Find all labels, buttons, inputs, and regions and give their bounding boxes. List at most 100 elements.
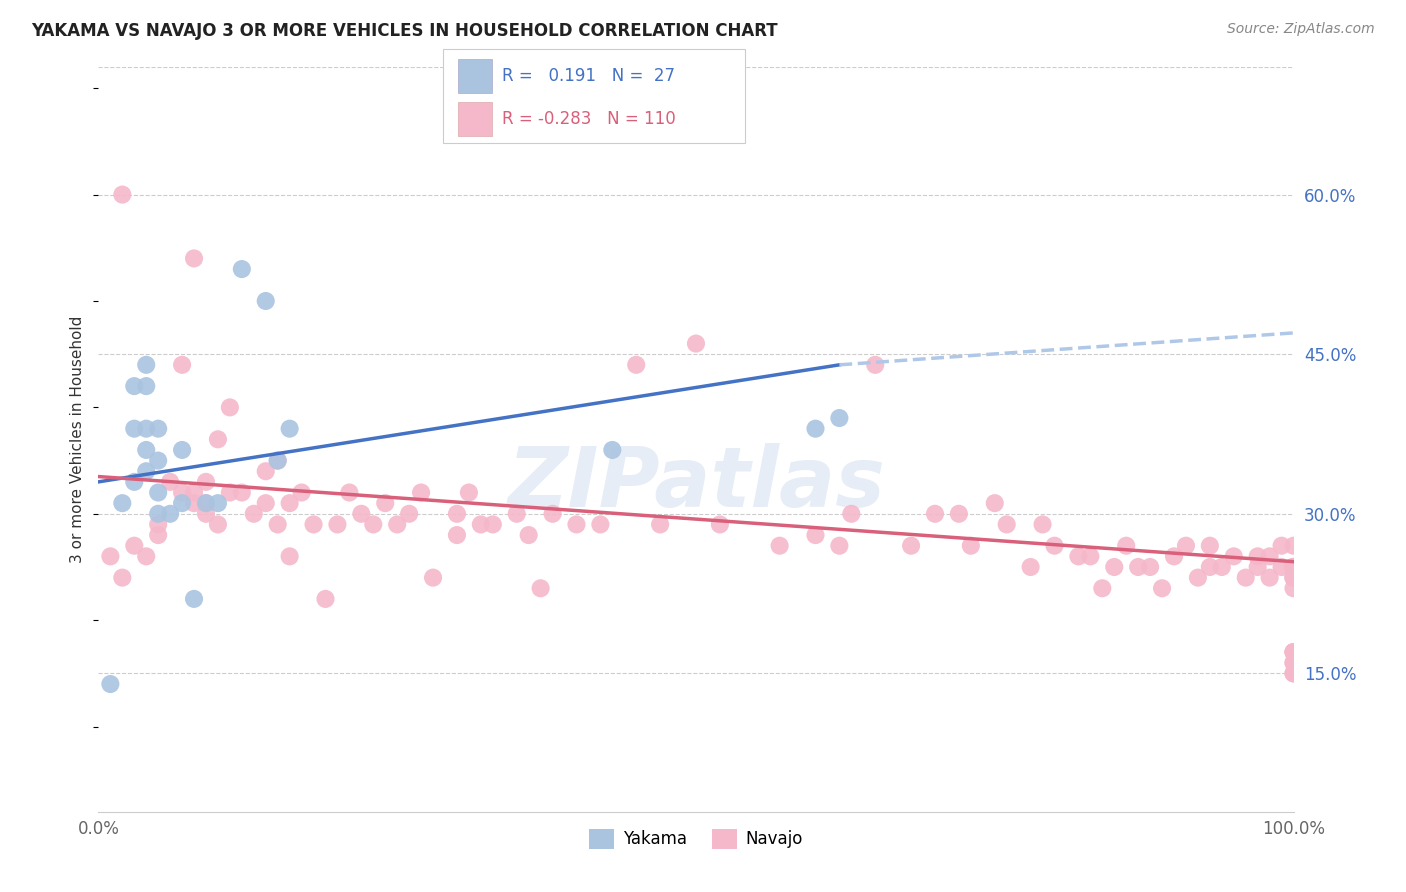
Point	[1282, 560, 1305, 574]
Point	[865, 358, 887, 372]
Point	[183, 496, 205, 510]
Point	[841, 507, 863, 521]
Point	[326, 517, 349, 532]
Point	[172, 442, 194, 457]
Point	[1282, 560, 1305, 574]
Point	[267, 517, 290, 532]
Point	[135, 549, 157, 564]
Point	[1199, 560, 1222, 574]
Point	[1247, 549, 1270, 564]
Point	[828, 539, 851, 553]
Point	[446, 507, 468, 521]
Point	[411, 485, 433, 500]
Point	[1258, 549, 1281, 564]
Point	[124, 475, 146, 489]
Point	[1152, 582, 1174, 596]
Point	[530, 582, 553, 596]
Point	[1247, 560, 1270, 574]
Point	[1139, 560, 1161, 574]
Point	[207, 517, 229, 532]
Point	[183, 591, 205, 606]
Point	[541, 507, 564, 521]
Point	[1223, 549, 1246, 564]
Point	[1282, 571, 1305, 585]
Point	[350, 507, 373, 521]
Point	[302, 517, 325, 532]
Point	[1271, 560, 1294, 574]
Point	[1282, 560, 1305, 574]
Point	[159, 475, 181, 489]
Point	[207, 496, 229, 510]
Point	[984, 496, 1007, 510]
Point	[517, 528, 540, 542]
Point	[506, 507, 529, 521]
Point	[1032, 517, 1054, 532]
Point	[231, 485, 253, 500]
Point	[589, 517, 612, 532]
Point	[254, 464, 277, 478]
Point	[1104, 560, 1126, 574]
Point	[1080, 549, 1102, 564]
Point	[267, 453, 290, 467]
Point	[195, 496, 218, 510]
Point	[124, 379, 146, 393]
Point	[626, 358, 648, 372]
Point	[1128, 560, 1150, 574]
Point	[1211, 560, 1233, 574]
Point	[111, 187, 134, 202]
Point	[709, 517, 731, 532]
Point	[374, 496, 396, 510]
Point	[111, 496, 134, 510]
Point	[804, 528, 827, 542]
Point	[1187, 571, 1209, 585]
Point	[960, 539, 983, 553]
Point	[900, 539, 922, 553]
Point	[278, 422, 301, 436]
Point	[1282, 560, 1305, 574]
Point	[98, 677, 122, 691]
Point	[172, 358, 194, 372]
Point	[315, 591, 337, 606]
Point	[172, 485, 194, 500]
Point	[1282, 560, 1305, 574]
Point	[363, 517, 385, 532]
Point	[385, 517, 409, 532]
Point	[470, 517, 492, 532]
Point	[207, 433, 229, 447]
Point	[1175, 539, 1198, 553]
Point	[172, 496, 194, 510]
Point	[924, 507, 946, 521]
Point	[278, 549, 301, 564]
Point	[1282, 571, 1305, 585]
Point	[1271, 539, 1294, 553]
Point	[481, 517, 505, 532]
Point	[648, 517, 672, 532]
Point	[148, 453, 170, 467]
Point	[1199, 539, 1222, 553]
Point	[231, 262, 253, 277]
Point	[278, 496, 301, 510]
Point	[135, 464, 157, 478]
Point	[254, 293, 277, 308]
Point	[446, 528, 468, 542]
Point	[195, 496, 218, 510]
Point	[768, 539, 790, 553]
Point	[183, 252, 205, 266]
Point	[267, 453, 290, 467]
Point	[1258, 571, 1281, 585]
Point	[1282, 656, 1305, 670]
Point	[98, 549, 122, 564]
Point	[1043, 539, 1066, 553]
Text: Source: ZipAtlas.com: Source: ZipAtlas.com	[1227, 22, 1375, 37]
Point	[148, 485, 170, 500]
Point	[135, 358, 157, 372]
Point	[1115, 539, 1137, 553]
Point	[148, 422, 170, 436]
Point	[254, 496, 277, 510]
Point	[1282, 645, 1305, 659]
Point	[1282, 656, 1305, 670]
Point	[948, 507, 970, 521]
Point	[148, 507, 170, 521]
Text: R =   0.191   N =  27: R = 0.191 N = 27	[502, 67, 675, 85]
Point	[195, 507, 218, 521]
